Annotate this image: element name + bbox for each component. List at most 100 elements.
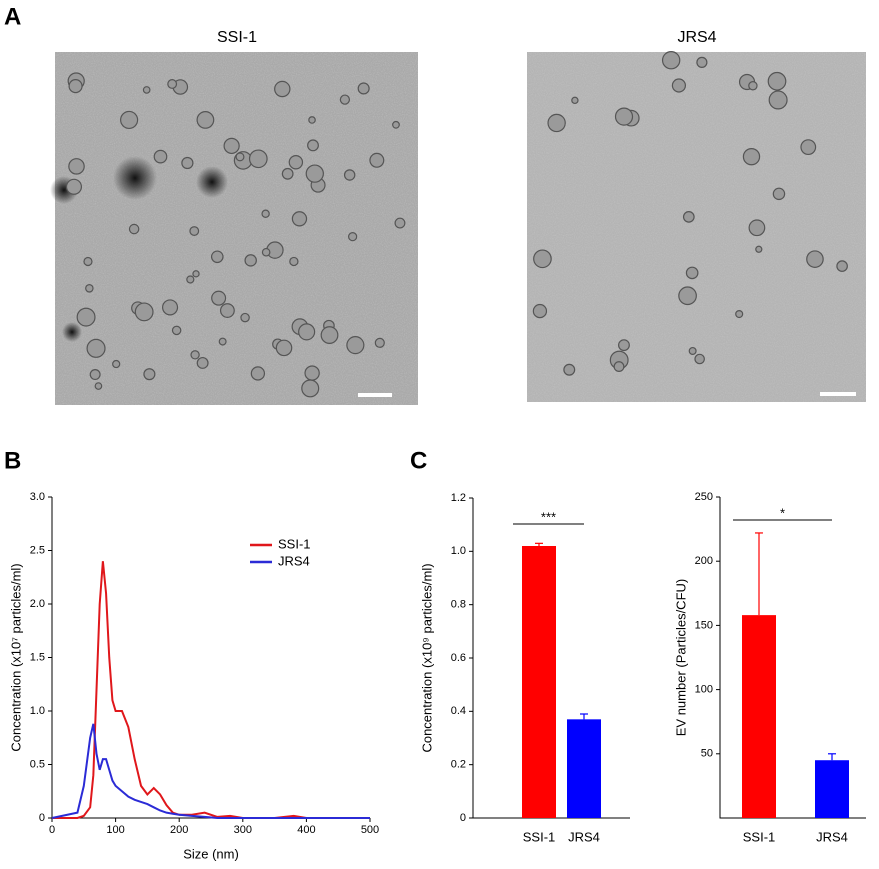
y-tick-label: 250 xyxy=(695,491,713,503)
vesicle xyxy=(305,164,324,183)
vesicle xyxy=(347,231,358,242)
y-tick-label: 0.4 xyxy=(451,705,466,717)
bar xyxy=(815,760,849,818)
vesicle xyxy=(153,149,168,164)
vesicle xyxy=(196,111,215,129)
vesicle xyxy=(235,152,245,162)
x-tick-label: 400 xyxy=(297,824,315,836)
bar xyxy=(522,546,556,818)
y-axis-label: Concentration (x10⁹ particles/ml) xyxy=(419,563,434,752)
vesicle xyxy=(250,366,266,381)
y-tick-label: 0 xyxy=(460,812,466,824)
vesicle xyxy=(171,325,182,336)
vesicle xyxy=(618,339,630,352)
vesicle xyxy=(392,120,400,129)
vesicle xyxy=(767,71,787,91)
vesicle xyxy=(533,249,552,269)
vesicle xyxy=(688,346,697,355)
y-tick-label: 2.5 xyxy=(30,544,45,556)
vesicle xyxy=(571,96,579,105)
vesicle xyxy=(244,254,257,267)
x-tick-label: 0 xyxy=(49,824,55,836)
vesicle xyxy=(671,78,687,93)
vesicle xyxy=(661,51,681,70)
x-tick-label: 500 xyxy=(361,824,379,836)
vesicle xyxy=(274,80,291,98)
vesicle xyxy=(112,359,121,369)
y-tick-label: 1.0 xyxy=(451,545,466,557)
y-tick-label: 200 xyxy=(695,555,713,567)
vesicle xyxy=(613,361,625,373)
vesicle xyxy=(161,299,179,316)
vesicle xyxy=(836,260,848,272)
vesicle xyxy=(800,139,817,156)
y-tick-label: 150 xyxy=(695,619,713,631)
vesicle xyxy=(218,337,227,346)
vesicle xyxy=(223,137,240,155)
y-axis-label: Concentration (x10⁷ particles/ml) xyxy=(8,563,23,751)
vesicle xyxy=(134,302,154,322)
y-axis-label: EV number (Particles/CFU) xyxy=(673,579,688,736)
vesicle xyxy=(682,210,695,223)
vesicle xyxy=(735,309,744,319)
x-tick-label: 200 xyxy=(170,824,188,836)
panel-label: A xyxy=(4,3,21,30)
y-tick-label: 0.6 xyxy=(451,652,466,664)
vesicle xyxy=(307,139,319,152)
vesicle xyxy=(748,219,766,237)
vesicle xyxy=(357,82,370,95)
y-tick-label: 100 xyxy=(695,684,713,696)
micrograph xyxy=(50,52,418,405)
vesicle xyxy=(261,247,271,257)
vesicle xyxy=(614,107,634,126)
x-tick-label: 100 xyxy=(106,824,124,836)
legend-label: SSI-1 xyxy=(278,536,311,551)
vesicle xyxy=(94,382,103,390)
vesicle xyxy=(143,368,156,381)
vesicle xyxy=(167,79,178,89)
vesicle xyxy=(291,211,308,227)
vesicle xyxy=(298,323,316,341)
y-tick-label: 0.8 xyxy=(451,599,466,611)
vesicle xyxy=(394,217,406,229)
vesicle xyxy=(189,226,200,236)
y-tick-label: 0.5 xyxy=(30,758,45,770)
significance-label: *** xyxy=(541,509,556,524)
vesicle xyxy=(196,356,209,369)
line-series xyxy=(52,561,370,819)
vesicle xyxy=(304,365,320,381)
panel-label: B xyxy=(4,447,21,474)
vesicle xyxy=(261,209,270,218)
vesicle xyxy=(678,286,697,306)
y-tick-label: 0 xyxy=(39,812,45,824)
line-series xyxy=(51,723,370,819)
vesicle xyxy=(85,284,94,293)
vesicle xyxy=(339,94,351,105)
vesicle xyxy=(768,90,788,110)
significance-label: * xyxy=(780,505,785,520)
vesicle xyxy=(281,167,294,180)
vesicle xyxy=(86,338,106,358)
vesicle xyxy=(65,178,83,195)
vesicle xyxy=(181,156,194,170)
y-tick-label: 1.0 xyxy=(30,705,45,717)
x-tick-label: SSI-1 xyxy=(523,829,556,844)
micrograph-title: JRS4 xyxy=(677,29,716,46)
x-axis-label: Size (nm) xyxy=(183,846,239,861)
vesicle xyxy=(685,266,699,280)
vesicle xyxy=(192,270,200,278)
vesicle xyxy=(301,379,320,398)
vesicle xyxy=(343,169,356,181)
x-tick-label: 300 xyxy=(234,824,252,836)
vesicle xyxy=(76,307,96,327)
y-tick-label: 3.0 xyxy=(30,491,45,503)
vesicle xyxy=(346,336,365,355)
y-tick-label: 50 xyxy=(701,748,713,760)
y-tick-label: 0.2 xyxy=(451,759,466,771)
panel-label: C xyxy=(410,447,427,474)
vesicle xyxy=(211,290,227,306)
y-tick-label: 2.0 xyxy=(30,598,45,610)
vesicle xyxy=(308,116,316,124)
vesicle xyxy=(288,155,304,170)
